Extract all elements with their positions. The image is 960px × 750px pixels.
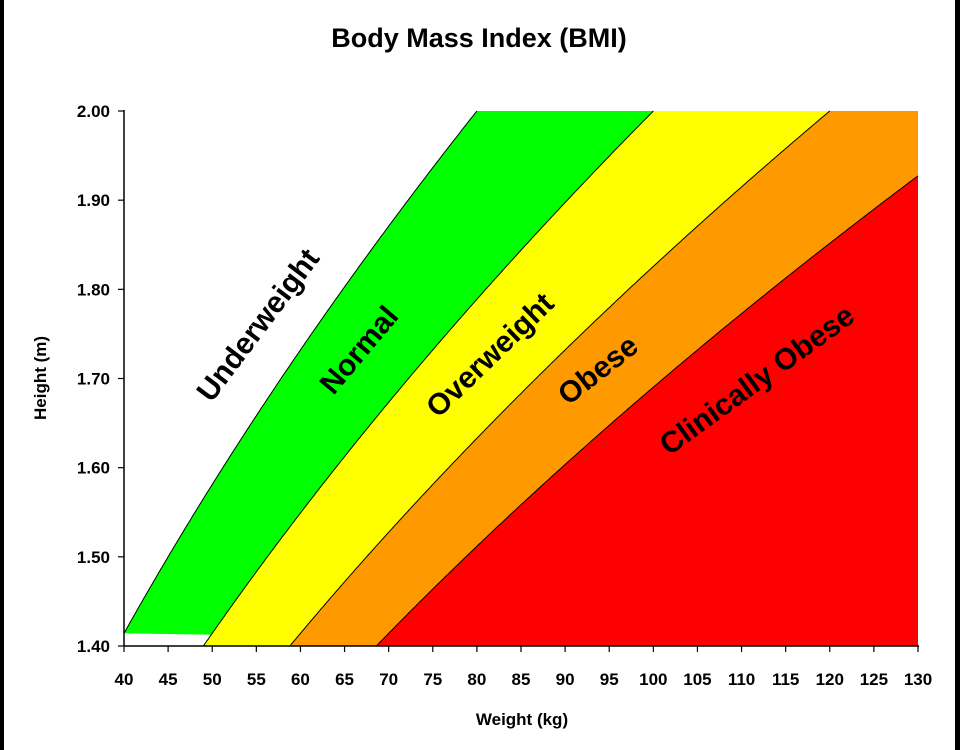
x-tick-label: 55	[247, 670, 266, 689]
y-tick-label: 1.60	[77, 459, 110, 478]
x-tick-label: 115	[772, 670, 799, 689]
band-clinically-obese	[376, 175, 918, 646]
x-tick-label: 95	[600, 670, 619, 689]
frame-left-edge	[0, 0, 4, 750]
y-axis-ticks: 1.40 1.50 1.60 1.70 1.80 1.90 2.00	[77, 102, 124, 656]
x-tick-label: 105	[683, 670, 711, 689]
x-tick-label: 110	[728, 670, 755, 689]
bmi-bands	[124, 111, 918, 646]
bmi-35-boundary	[375, 175, 919, 647]
x-tick-label: 50	[203, 670, 222, 689]
y-tick-label: 1.90	[77, 191, 110, 210]
y-tick-label: 1.40	[77, 637, 110, 656]
frame-right-edge	[955, 0, 960, 750]
x-tick-label: 70	[379, 670, 398, 689]
bmi-boundary-curves	[123, 110, 919, 647]
bmi-25-boundary	[202, 110, 654, 647]
x-tick-label: 80	[467, 670, 486, 689]
y-tick-label: 1.70	[77, 370, 110, 389]
x-tick-label: 65	[335, 670, 354, 689]
x-axis-title: Weight (kg)	[476, 710, 568, 729]
x-tick-label: 40	[115, 670, 134, 689]
chart-title: Body Mass Index (BMI)	[331, 23, 627, 53]
x-tick-label: 75	[423, 670, 442, 689]
x-tick-label: 90	[556, 670, 575, 689]
x-axis-ticks: 40 45 50 55 60 65 70 75 80 85 90 95 100 105 110 115 120 1…	[115, 646, 932, 689]
y-tick-label: 1.50	[77, 548, 110, 567]
y-tick-label: 1.80	[77, 280, 110, 299]
x-tick-label: 120	[816, 670, 844, 689]
x-tick-label: 45	[159, 670, 178, 689]
x-tick-label: 100	[639, 670, 667, 689]
x-tick-label: 85	[512, 670, 531, 689]
x-tick-label: 60	[291, 670, 310, 689]
x-tick-label: 130	[904, 670, 932, 689]
bmi-30-boundary	[289, 110, 831, 647]
y-axis-title: Height (m)	[31, 336, 50, 420]
bmi-20-boundary	[123, 110, 478, 634]
y-tick-label: 2.00	[77, 102, 110, 121]
x-tick-label: 125	[860, 670, 888, 689]
